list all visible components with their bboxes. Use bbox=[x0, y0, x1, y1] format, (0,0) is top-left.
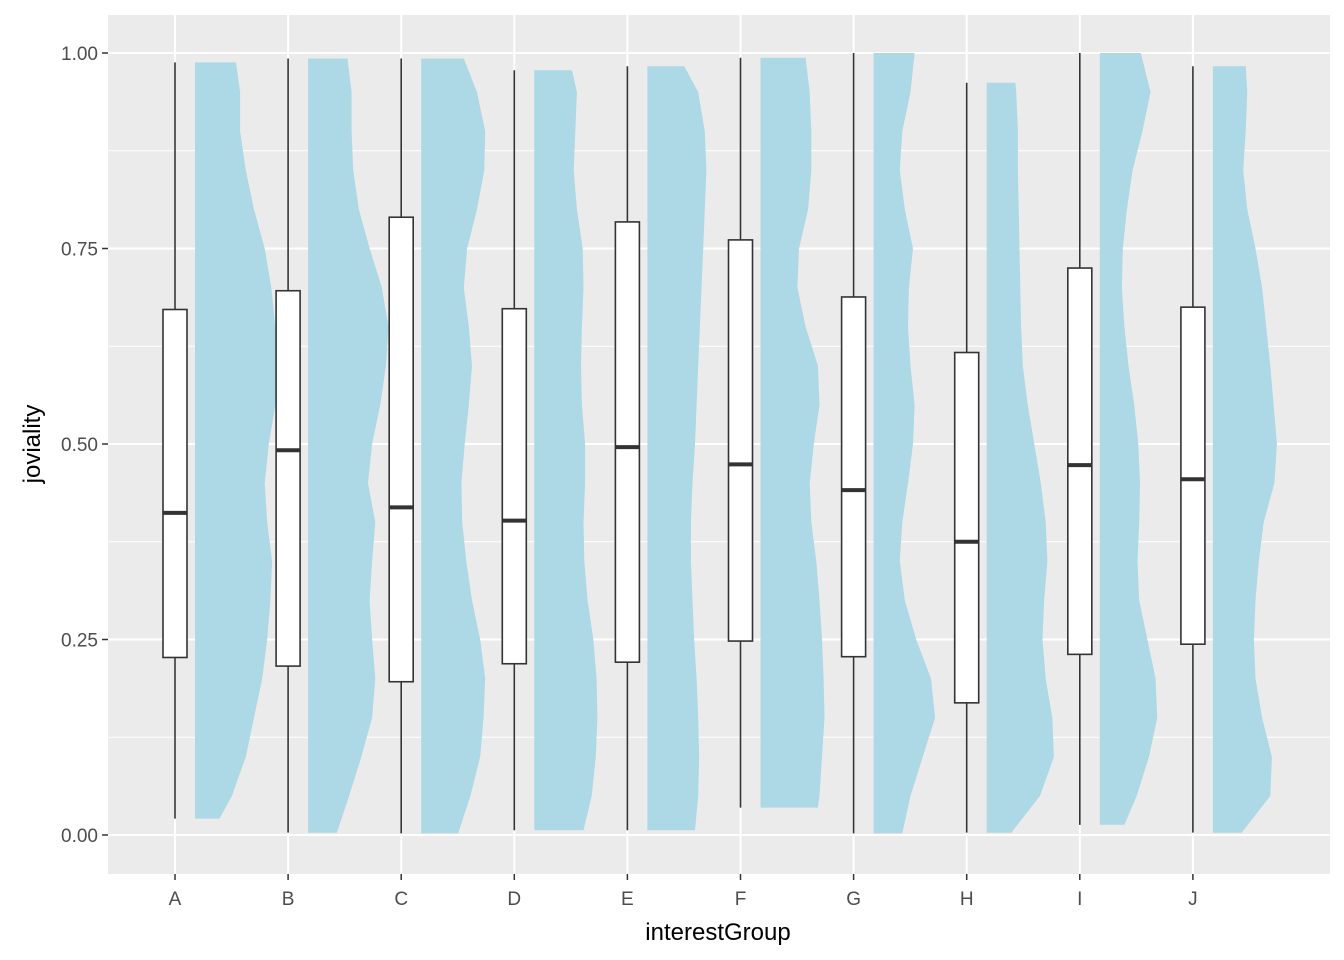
boxplot-G bbox=[840, 53, 867, 834]
violin-I bbox=[1099, 53, 1158, 825]
box-iqr bbox=[388, 216, 415, 683]
x-tick-label: C bbox=[394, 889, 408, 910]
violin-G bbox=[873, 53, 936, 834]
x-tick-label: E bbox=[621, 889, 634, 910]
y-axis-title: joviality bbox=[19, 405, 46, 485]
y-tick-label: 0.00 bbox=[61, 826, 98, 847]
boxplot-J bbox=[1180, 66, 1206, 833]
boxplot-H bbox=[953, 82, 980, 833]
boxplot-A bbox=[162, 62, 188, 819]
box-iqr bbox=[614, 221, 641, 663]
boxplot-E bbox=[614, 66, 641, 831]
boxplot-layer bbox=[162, 53, 1206, 834]
y-tick-label: 0.75 bbox=[61, 240, 98, 261]
x-tick-label: J bbox=[1188, 889, 1198, 910]
x-tick-label: A bbox=[169, 889, 182, 910]
boxplot-C bbox=[388, 58, 415, 834]
box-iqr bbox=[840, 296, 867, 658]
box-iqr bbox=[953, 351, 980, 704]
y-tick-label: 0.50 bbox=[61, 435, 98, 456]
boxplot-F bbox=[727, 57, 754, 808]
boxplot-D bbox=[501, 70, 528, 831]
x-tick-label: I bbox=[1077, 889, 1082, 910]
violin-E bbox=[647, 66, 707, 831]
y-tick-label: 0.25 bbox=[61, 631, 98, 652]
x-tick-label: B bbox=[282, 889, 295, 910]
box-iqr bbox=[727, 239, 754, 642]
box-iqr bbox=[162, 308, 188, 659]
x-tick-label: D bbox=[507, 889, 521, 910]
box-iqr bbox=[1067, 267, 1093, 656]
x-axis: A B C D E F G H I J bbox=[169, 874, 1198, 910]
violin-A bbox=[195, 62, 277, 819]
y-tick-label: 1.00 bbox=[61, 44, 98, 65]
x-tick-label: H bbox=[960, 889, 974, 910]
boxplot-B bbox=[275, 58, 301, 833]
boxplot-I bbox=[1067, 53, 1093, 825]
violin-J bbox=[1212, 66, 1277, 833]
violin-B bbox=[308, 58, 389, 833]
x-tick-label: G bbox=[846, 889, 861, 910]
violin-C bbox=[421, 58, 486, 834]
violin-H bbox=[986, 82, 1054, 833]
violin-F bbox=[760, 57, 825, 808]
x-axis-title: interestGroup bbox=[645, 919, 790, 946]
violin-D bbox=[534, 70, 598, 831]
violin-layer bbox=[195, 53, 1277, 834]
box-iqr bbox=[1180, 306, 1206, 645]
box-iqr bbox=[275, 289, 301, 667]
box-iqr bbox=[501, 307, 528, 665]
y-axis: 0.00 0.25 0.50 0.75 1.00 bbox=[61, 44, 108, 847]
x-tick-label: F bbox=[735, 889, 747, 910]
